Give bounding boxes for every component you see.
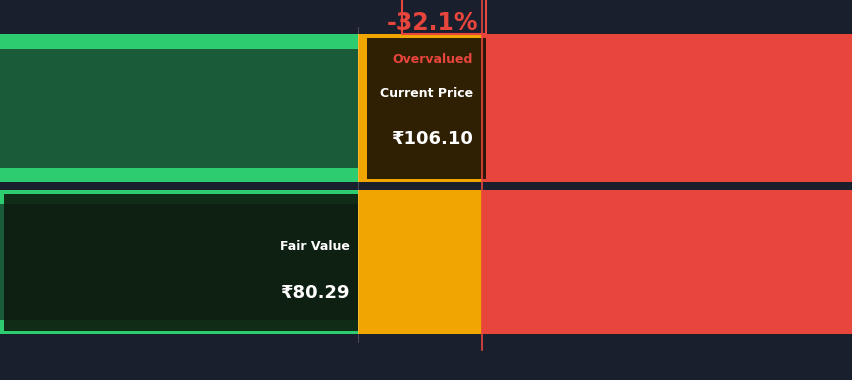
Bar [358,34,481,49]
Bar [0,49,358,168]
Bar [0,320,358,334]
Bar [0,34,358,49]
Bar [481,204,852,320]
Bar [358,320,481,334]
Text: ₹106.10: ₹106.10 [391,130,473,148]
Bar [481,49,852,168]
Bar [481,168,852,182]
Bar [401,0,486,34]
Text: -32.1%: -32.1% [387,11,478,35]
Bar [4,194,358,331]
Bar [481,190,852,204]
Bar [358,168,481,182]
Bar [481,34,852,49]
Text: Overvalued: Overvalued [392,53,473,66]
Text: ₹80.29: ₹80.29 [280,283,349,302]
Bar [366,38,486,179]
Text: Current Price: Current Price [380,87,473,100]
Text: Fair Value: Fair Value [279,241,349,253]
Bar [358,49,481,168]
Bar [0,168,358,182]
Bar [358,204,481,320]
Bar [0,204,358,320]
Bar [0,190,358,204]
Bar [358,190,481,204]
Bar [481,320,852,334]
